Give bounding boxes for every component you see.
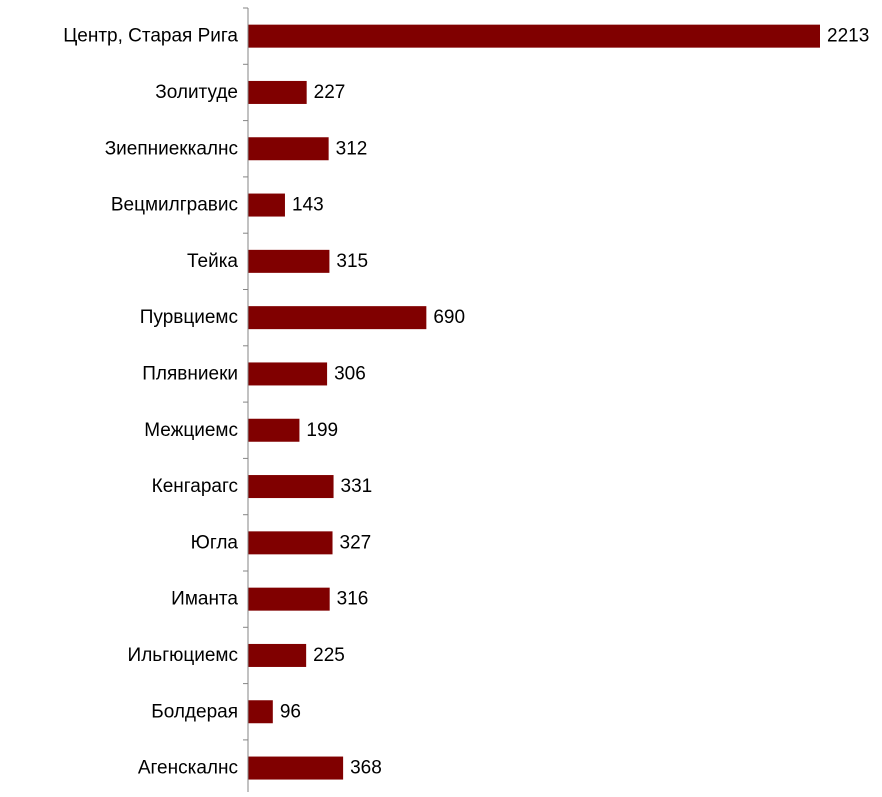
data-label: 2213 (827, 26, 869, 47)
category-label: Пурвциемс (140, 307, 238, 328)
data-label: 316 (337, 589, 369, 610)
bar (248, 756, 344, 780)
category-label: Болдерая (151, 701, 238, 722)
bar (248, 643, 307, 667)
category-label: Вецмилгравис (111, 195, 238, 216)
data-label: 199 (306, 420, 338, 441)
category-label: Межциемс (144, 420, 238, 441)
bar (248, 700, 273, 724)
category-label: Кенгарагс (152, 476, 238, 497)
data-label: 306 (334, 363, 366, 384)
bar (248, 193, 285, 217)
category-label: Югла (191, 532, 239, 553)
data-label: 227 (314, 82, 346, 103)
data-label: 331 (341, 476, 373, 497)
bar (248, 418, 300, 442)
data-label: 368 (350, 758, 382, 779)
category-label: Агенскалнс (138, 758, 238, 779)
category-label: Плявниеки (142, 363, 238, 384)
data-label: 315 (336, 251, 368, 272)
value-labels: 2213 227 312 143 315 690 306 199 331 327 316 225 96 3… (280, 26, 869, 779)
bars-layer (248, 24, 820, 780)
category-label: Ильгюциемс (128, 645, 238, 666)
data-label: 312 (336, 138, 368, 159)
bar (248, 587, 330, 611)
category-label: Тейка (187, 251, 238, 272)
data-label: 225 (313, 645, 345, 666)
y-axis-ticks (243, 7, 248, 797)
category-labels: Центр, Старая Рига Золитуде Зиепниеккалнс В… (63, 26, 238, 779)
bar (248, 24, 820, 48)
bar (248, 249, 330, 273)
bar (248, 362, 328, 386)
bar (248, 475, 334, 499)
category-label: Золитуде (155, 82, 238, 103)
category-label: Центр, Старая Рига (63, 26, 238, 47)
bar (248, 531, 333, 555)
data-label: 96 (280, 701, 301, 722)
bar (248, 306, 427, 330)
bar (248, 80, 307, 104)
category-label: Зиепниеккалнс (105, 138, 238, 159)
data-label: 143 (292, 195, 324, 216)
data-label: 690 (433, 307, 465, 328)
category-label: Иманта (171, 589, 238, 610)
data-label: 327 (340, 532, 372, 553)
bar (248, 137, 329, 161)
